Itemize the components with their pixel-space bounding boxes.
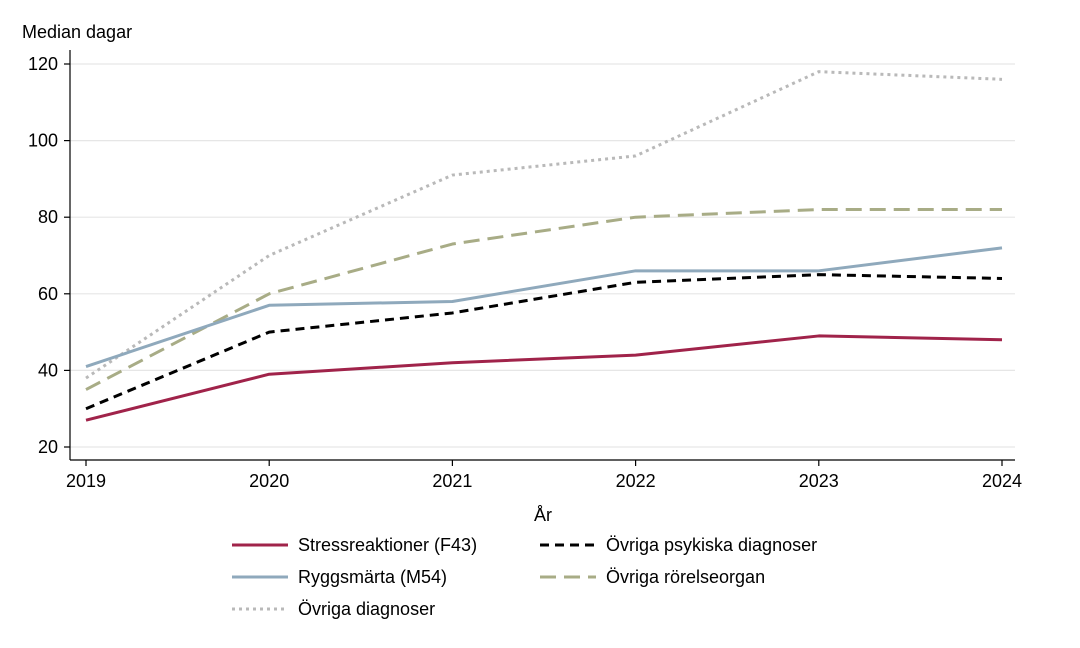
y-axis-title: Median dagar xyxy=(22,22,132,42)
legend-label-1: Övriga psykiska diagnoser xyxy=(606,535,817,555)
series-line-3 xyxy=(85,208,1002,391)
y-tick-label: 120 xyxy=(28,54,58,74)
y-tick-label: 60 xyxy=(38,284,58,304)
x-tick-label: 2019 xyxy=(66,471,106,491)
x-tick-label: 2023 xyxy=(799,471,839,491)
x-axis-ticks: 2019 2020 2021 2022 2023 2024 xyxy=(66,460,1022,491)
legend-label-4: Övriga diagnoser xyxy=(298,599,435,619)
series-line-2 xyxy=(85,246,1003,368)
x-tick-label: 2021 xyxy=(432,471,472,491)
legend-label-3: Övriga rörelseorgan xyxy=(606,567,765,587)
x-axis-title: År xyxy=(534,505,552,525)
y-tick-label: 100 xyxy=(28,131,58,151)
x-tick-label: 2020 xyxy=(249,471,289,491)
y-tick-label: 20 xyxy=(38,437,58,457)
series-line-1 xyxy=(85,273,1003,411)
legend: Stressreaktioner (F43) Övriga psykiska di… xyxy=(232,535,817,619)
x-tick-label: 2024 xyxy=(982,471,1022,491)
axes xyxy=(69,50,1015,461)
legend-label-2: Ryggsmärta (M54) xyxy=(298,567,447,587)
y-tick-label: 40 xyxy=(38,360,58,380)
y-tick-label: 80 xyxy=(38,207,58,227)
series-line-0 xyxy=(85,334,1003,422)
series-lines xyxy=(85,70,1003,422)
legend-label-0: Stressreaktioner (F43) xyxy=(298,535,477,555)
gridlines xyxy=(70,63,1015,448)
series-line-4 xyxy=(85,70,1003,380)
y-axis-ticks: 20 40 60 80 100 120 xyxy=(28,54,70,457)
x-tick-label: 2022 xyxy=(616,471,656,491)
